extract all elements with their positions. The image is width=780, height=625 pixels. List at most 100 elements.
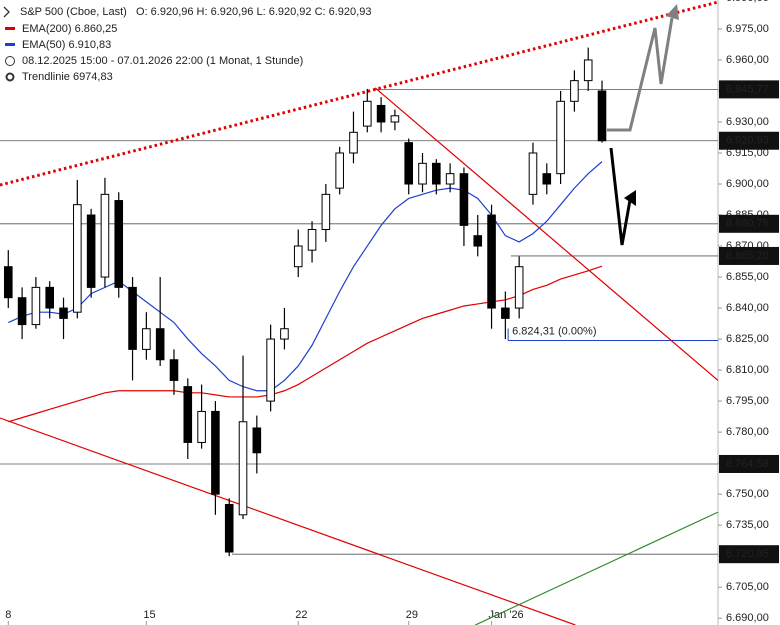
price-box <box>719 80 779 99</box>
candle-body <box>86 214 96 288</box>
x-tick-label: 15 <box>143 609 155 621</box>
candle-body <box>597 90 607 142</box>
legend-swatch <box>5 27 15 30</box>
candle-body <box>197 410 206 443</box>
price-box <box>719 454 779 473</box>
candle-body <box>501 307 510 319</box>
legend-ema200: EMA(200) 6.860,25 <box>22 23 117 35</box>
price-box <box>719 131 779 150</box>
price-box-label: 6.880,75 <box>726 218 769 230</box>
legend-ema50: EMA(50) 6.910,83 <box>22 39 111 51</box>
ema-line <box>8 265 603 423</box>
y-tick-label: 6.780,00 <box>726 426 769 438</box>
candle-body <box>583 59 593 82</box>
clock-icon <box>5 56 15 66</box>
candle-body <box>528 152 538 195</box>
candle-body <box>307 228 317 251</box>
trendline <box>0 0 719 187</box>
y-tick-label: 6.840,00 <box>726 302 769 314</box>
price-box-label: 6.945,77 <box>726 83 769 95</box>
candle-body <box>570 80 579 102</box>
y-tick-label: 6.825,00 <box>726 333 769 345</box>
y-tick-label: 6.705,00 <box>726 581 769 593</box>
candle-body <box>73 204 82 313</box>
arrow-head <box>666 4 679 20</box>
candle-body <box>3 266 13 299</box>
price-labels: 6.690,006.705,006.720,006.735,006.750,00… <box>718 0 779 624</box>
candle-body <box>349 131 358 154</box>
candle-body <box>266 338 275 402</box>
y-tick-label: 6.690,00 <box>726 612 769 624</box>
collapse-icon <box>3 6 10 18</box>
candle-body <box>45 286 55 309</box>
candle-body <box>128 286 137 350</box>
date-range: 08.12.2025 15:00 - 07.01.2026 22:00 (1 M… <box>22 55 303 67</box>
price-box <box>719 545 779 564</box>
trendline <box>475 511 719 625</box>
y-tick-label: 6.855,00 <box>726 271 769 283</box>
candle-body <box>169 359 179 381</box>
candle-body <box>238 421 248 516</box>
candle-body <box>514 266 524 309</box>
y-tick-label: 6.900,00 <box>726 178 769 190</box>
candle-body <box>445 173 455 185</box>
candle-body <box>211 410 220 495</box>
y-tick-label: 6.810,00 <box>726 364 769 376</box>
candle-body <box>59 307 68 319</box>
y-tick-label: 6.795,00 <box>726 395 769 407</box>
forecast-arrow <box>607 17 674 132</box>
ohlc: O: 6.920,96 H: 6.920,96 L: 6.920,92 C: 6… <box>136 6 371 18</box>
x-tick-label: 29 <box>406 609 418 621</box>
trendline-legend: Trendlinie 6974,83 <box>22 71 113 83</box>
candle-body <box>31 286 41 326</box>
y-tick-label: 6.960,00 <box>726 54 769 66</box>
trendline-icon <box>5 72 15 82</box>
candle-body <box>376 104 386 123</box>
price-box-label: 6.720,95 <box>726 548 769 560</box>
candle-body <box>280 328 289 340</box>
candle-body <box>224 503 234 553</box>
candle-body <box>155 328 165 361</box>
trendline <box>0 417 576 625</box>
candle-body <box>321 193 331 230</box>
candle-body <box>459 173 469 226</box>
y-tick-label: 6.975,00 <box>726 23 769 35</box>
price-box <box>719 246 779 265</box>
candle-body <box>473 235 483 247</box>
candle-body <box>542 173 552 185</box>
y-tick-label: 6.915,00 <box>726 147 769 159</box>
header: S&P 500 (Cboe, Last) O: 6.920,96 H: 6.92… <box>0 0 371 84</box>
arrow-head <box>624 190 636 206</box>
low-marker-label: 6.824,31 (0.00%) <box>512 325 596 337</box>
ema-line <box>8 161 603 392</box>
x-tick-label: 8 <box>5 609 11 621</box>
legend-swatch <box>5 43 15 46</box>
candle-body <box>418 162 427 185</box>
price-box-label: 6.920,93 <box>726 135 769 147</box>
candle-body <box>293 245 303 268</box>
y-tick-label: 6.735,00 <box>726 519 769 531</box>
candle-body <box>432 162 441 185</box>
y-tick-label: 6.930,00 <box>726 116 769 128</box>
x-tick-label: Jan '26 <box>489 609 524 621</box>
candle-body <box>114 200 124 288</box>
y-tick-label: 6.990,00 <box>726 0 769 4</box>
x-tick-label: 22 <box>295 609 307 621</box>
symbol: S&P 500 (Cboe, Last) <box>20 6 127 18</box>
price-box-label: 6.764,58 <box>726 458 769 470</box>
header-bg <box>0 0 330 84</box>
candle-body <box>404 142 414 185</box>
candle-body <box>556 100 565 175</box>
trendline <box>374 87 719 381</box>
y-tick-label: 6.750,00 <box>726 488 769 500</box>
candle-body <box>183 386 193 443</box>
forecast-arrow <box>609 147 632 246</box>
candle-body <box>487 214 496 309</box>
candle-body <box>100 193 110 278</box>
candle-body <box>335 152 344 189</box>
candle-body <box>142 328 151 350</box>
candle-body <box>252 427 262 454</box>
candle-body <box>17 297 27 326</box>
